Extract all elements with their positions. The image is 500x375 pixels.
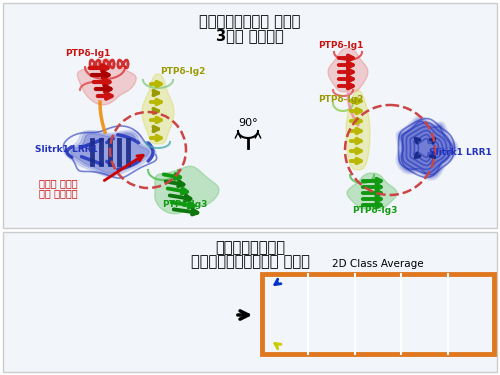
Polygon shape <box>400 119 454 177</box>
Text: 시냅스접착단백질 결합체: 시냅스접착단백질 결합체 <box>200 14 300 29</box>
Text: PTPδ-Ig1: PTPδ-Ig1 <box>318 41 364 50</box>
Polygon shape <box>68 132 152 175</box>
Text: 2D Class Average: 2D Class Average <box>332 259 424 269</box>
Text: PTPδ-Ig2: PTPδ-Ig2 <box>160 67 206 76</box>
Text: 90°: 90° <box>238 118 258 128</box>
Polygon shape <box>78 59 136 105</box>
Text: Slitrk1 LRR1: Slitrk1 LRR1 <box>35 145 98 154</box>
Text: Slitrk1 LRR1: Slitrk1 LRR1 <box>428 148 492 157</box>
FancyBboxPatch shape <box>3 232 497 372</box>
Text: 위한 분자코드: 위한 분자코드 <box>38 188 78 198</box>
FancyBboxPatch shape <box>3 3 497 228</box>
Polygon shape <box>401 121 452 175</box>
Polygon shape <box>155 166 219 214</box>
Text: 3차원 분자구조: 3차원 분자구조 <box>216 28 284 43</box>
Text: PTPδ-Ig1: PTPδ-Ig1 <box>65 49 110 58</box>
Polygon shape <box>70 134 150 174</box>
Text: PTPδ-Ig3: PTPδ-Ig3 <box>352 206 398 215</box>
Polygon shape <box>64 130 156 177</box>
Polygon shape <box>346 90 370 170</box>
Text: 시냅스접착단백질: 시냅스접착단백질 <box>215 240 285 255</box>
Text: PTPδ-Ig2: PTPδ-Ig2 <box>318 95 364 104</box>
Polygon shape <box>396 116 458 180</box>
Text: 선택적 결합을: 선택적 결합을 <box>38 178 78 188</box>
Text: PTPδ-Ig3: PTPδ-Ig3 <box>162 200 208 209</box>
Polygon shape <box>328 48 368 92</box>
Polygon shape <box>142 74 174 144</box>
Text: 바이오투과전자현미경 이미지: 바이오투과전자현미경 이미지 <box>190 254 310 269</box>
Polygon shape <box>398 118 456 178</box>
Polygon shape <box>347 173 397 209</box>
